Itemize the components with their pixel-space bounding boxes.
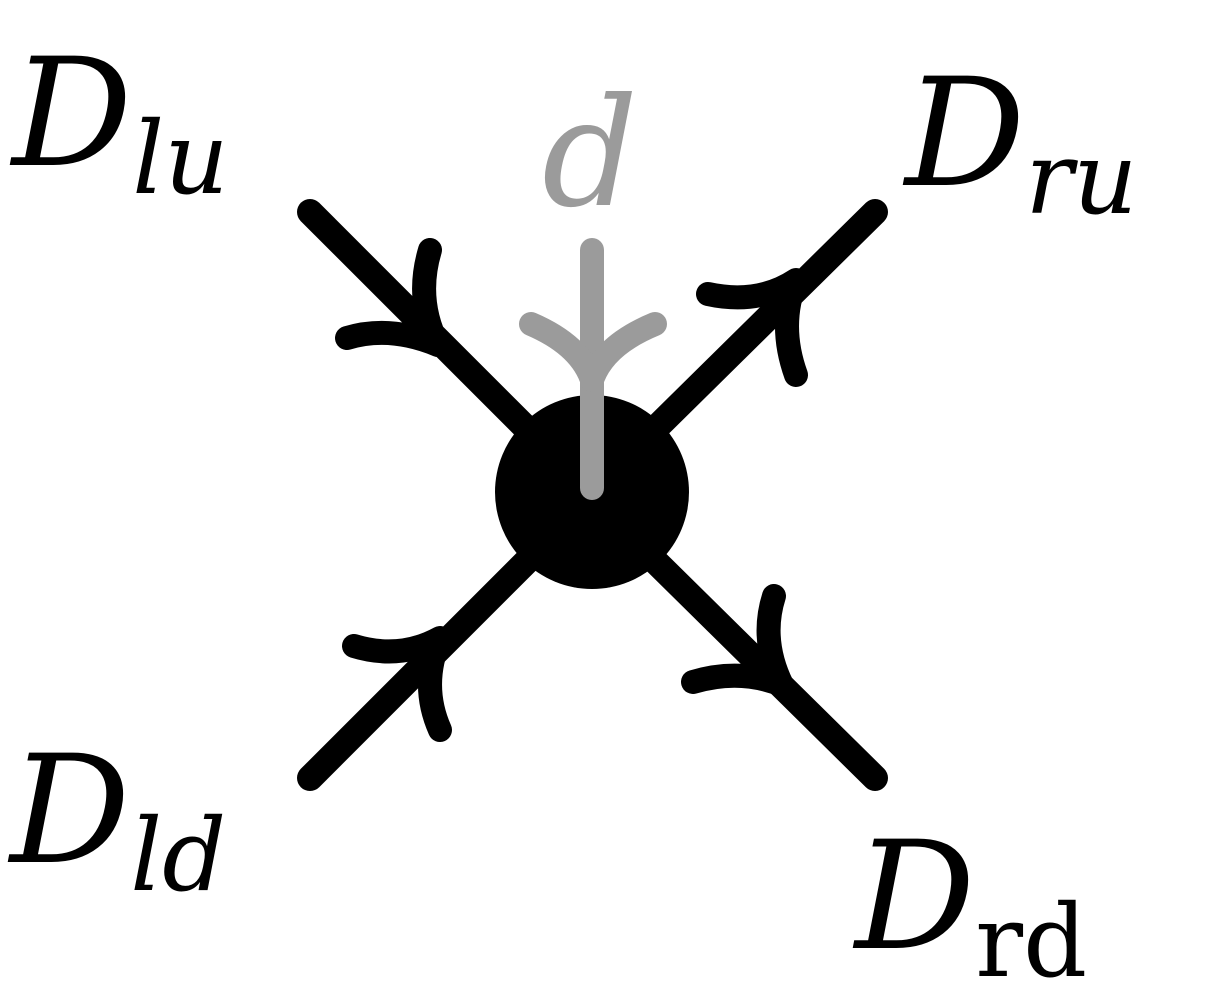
edge-lu xyxy=(297,199,543,445)
arrowhead-rd xyxy=(681,584,794,697)
label-D-ld: Dld xyxy=(7,724,226,914)
label-D-rd: Drd xyxy=(852,810,1087,1000)
defect-line xyxy=(519,238,667,500)
arrowhead-ld xyxy=(342,626,452,742)
label-D-ru: Dru xyxy=(902,47,1137,237)
label-d: d xyxy=(542,67,638,241)
label-D-lu: Dlu xyxy=(9,27,229,217)
edge-ru xyxy=(639,199,888,445)
arrowhead-d xyxy=(519,312,667,392)
edge-rd xyxy=(639,545,888,791)
arrowhead-lu xyxy=(335,238,450,357)
arrowhead-ru xyxy=(696,268,808,387)
edge-ld xyxy=(297,545,543,791)
